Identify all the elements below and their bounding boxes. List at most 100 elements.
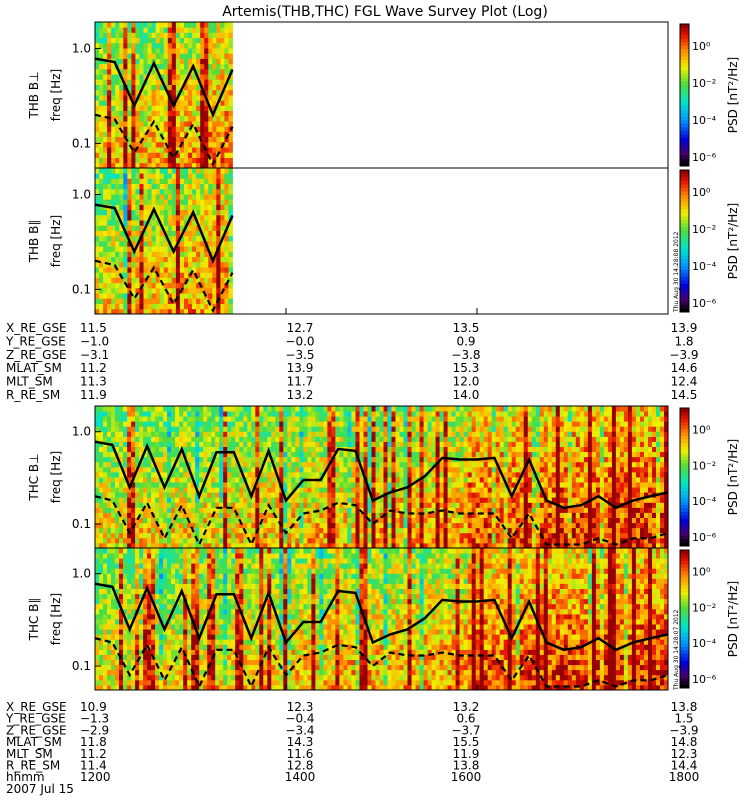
spectrogram-cell bbox=[495, 542, 501, 549]
spectrogram-cell bbox=[299, 451, 304, 458]
spectrogram-cell bbox=[111, 74, 116, 80]
spectrogram-cell bbox=[204, 162, 209, 169]
spectrogram-cell bbox=[451, 522, 456, 529]
spectrogram-cell bbox=[151, 110, 156, 117]
spectrogram-cell bbox=[439, 487, 444, 493]
spectrogram-cell bbox=[515, 406, 521, 412]
spectrogram-cell bbox=[307, 512, 312, 518]
spectrogram-cell bbox=[331, 431, 336, 437]
spectrogram-cell bbox=[220, 22, 225, 28]
spectrogram-cell bbox=[231, 411, 236, 417]
spectrogram-cell bbox=[207, 426, 212, 432]
spectrogram-cell bbox=[111, 416, 116, 422]
spectrogram-cell bbox=[415, 507, 420, 513]
spectrogram-cell bbox=[228, 84, 233, 91]
spectrogram-cell bbox=[135, 482, 140, 488]
spectrogram-cell bbox=[119, 502, 124, 508]
spectrogram-cell bbox=[167, 230, 173, 237]
spectrogram-cell bbox=[131, 131, 136, 138]
spectrogram-cell bbox=[111, 214, 116, 221]
spectrogram-cell bbox=[427, 471, 432, 478]
spectrogram-cell bbox=[175, 303, 181, 310]
spectrogram-cell bbox=[439, 492, 444, 498]
spectrogram-cell bbox=[95, 497, 100, 503]
spectrogram-cell bbox=[103, 89, 108, 96]
spectrogram-cell bbox=[255, 426, 260, 432]
spectrogram-cell bbox=[135, 431, 140, 437]
spectrogram-cell bbox=[483, 542, 489, 549]
spectrogram-cell bbox=[171, 507, 176, 513]
spectrogram-cell bbox=[403, 542, 408, 549]
spectrogram-cell bbox=[184, 241, 189, 247]
spectrogram-cell bbox=[527, 532, 533, 539]
spectrogram-cell bbox=[363, 522, 368, 529]
spectrogram-cell bbox=[179, 537, 184, 544]
spectrogram-cell bbox=[212, 230, 217, 237]
spectrogram-cell bbox=[515, 507, 521, 513]
spectrogram-cell bbox=[447, 492, 452, 498]
spectrogram-cell bbox=[311, 482, 316, 488]
spectrogram-cell bbox=[111, 431, 116, 437]
spectrogram-cell bbox=[139, 157, 144, 164]
spectrogram-cell bbox=[123, 126, 128, 132]
spectrogram-cell bbox=[367, 497, 372, 503]
spectrogram-cell bbox=[395, 517, 400, 524]
spectrogram-cell bbox=[175, 261, 181, 268]
spectrogram-cell bbox=[395, 411, 400, 417]
spectrogram-cell bbox=[103, 246, 108, 252]
spectrogram-cell bbox=[111, 512, 116, 518]
spectrogram-cell bbox=[295, 492, 300, 498]
spectrogram-cell bbox=[167, 220, 173, 226]
spectrogram-cell bbox=[419, 441, 424, 447]
spectrogram-cell bbox=[211, 522, 216, 529]
spectrogram-cell bbox=[107, 436, 112, 442]
spectrogram-cell bbox=[339, 502, 344, 508]
spectrogram-cell bbox=[143, 199, 148, 205]
spectrogram-cell bbox=[491, 471, 497, 478]
spectrogram-cell bbox=[179, 497, 184, 503]
spectrogram-cell bbox=[99, 141, 104, 148]
spectrogram-cell bbox=[228, 246, 233, 252]
spectrogram-cell bbox=[519, 527, 525, 534]
spectrogram-cell bbox=[147, 37, 152, 44]
spectrogram-cell bbox=[451, 471, 456, 478]
spectrogram-cell bbox=[99, 95, 104, 101]
spectrogram-cell bbox=[115, 105, 120, 111]
spectrogram-cell bbox=[171, 115, 177, 122]
spectrogram-cell bbox=[212, 188, 217, 195]
spectrogram-cell bbox=[351, 406, 356, 412]
spectrogram-cell bbox=[243, 522, 248, 529]
spectrogram-cell bbox=[335, 522, 340, 529]
spectrogram-cell bbox=[111, 37, 116, 44]
spectrogram-cell bbox=[131, 471, 136, 478]
spectrogram-cell bbox=[203, 461, 208, 468]
spectrogram-cell bbox=[183, 492, 188, 498]
spectrogram-cell bbox=[311, 522, 316, 529]
spectrogram-cell bbox=[171, 261, 177, 268]
spectrogram-cell bbox=[283, 537, 288, 544]
spectrogram-cell bbox=[179, 471, 184, 478]
spectrogram-cell bbox=[147, 173, 152, 179]
spectrogram-cell bbox=[119, 436, 124, 442]
spectrogram-cell bbox=[107, 293, 112, 299]
spectrogram-cell bbox=[220, 27, 225, 33]
spectrogram-cell bbox=[419, 482, 424, 488]
spectrogram-cell bbox=[147, 110, 152, 117]
spectrogram-cell bbox=[135, 293, 140, 299]
spectrogram-cell bbox=[188, 173, 193, 179]
spectrogram-cell bbox=[179, 522, 184, 529]
spectrogram-cell bbox=[107, 63, 112, 70]
spectrogram-cell bbox=[196, 230, 201, 237]
spectrogram-cell bbox=[463, 497, 468, 503]
spectrogram-cell bbox=[343, 471, 348, 478]
spectrogram-cell bbox=[139, 183, 144, 190]
spectrogram-cell bbox=[99, 277, 104, 284]
spectrogram-cell bbox=[107, 451, 112, 458]
spectrogram-cell bbox=[171, 235, 177, 242]
spectrogram-cell bbox=[167, 27, 173, 33]
spectrogram-cell bbox=[171, 303, 177, 310]
spectrogram-cell bbox=[139, 471, 144, 478]
spectrogram-cell bbox=[283, 406, 288, 412]
spectrogram-cell bbox=[359, 532, 364, 539]
spectrogram-cell bbox=[347, 461, 352, 468]
